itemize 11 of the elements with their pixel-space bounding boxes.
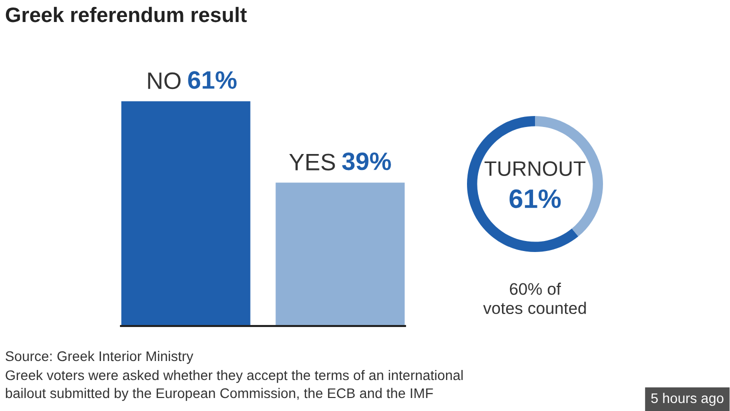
source-note: Source: Greek Interior Ministry [6,350,194,364]
data-label: 61% [188,71,237,89]
text: TURNOUT [484,161,586,176]
data-label: 61% [510,189,561,208]
text: Greek voters were asked whether they accept the terms of an international bailout submitted by the European Commission, the ECB and the IMF [6,370,463,401]
text: 60% of votes counted [483,282,586,314]
chart-title: Greek referendum result [6,6,247,22]
x-tick-label: NO [148,72,181,90]
x-tick-label: YES [289,154,335,170]
text: 5 hours ago [651,392,724,406]
data-label: 39% [342,152,391,170]
